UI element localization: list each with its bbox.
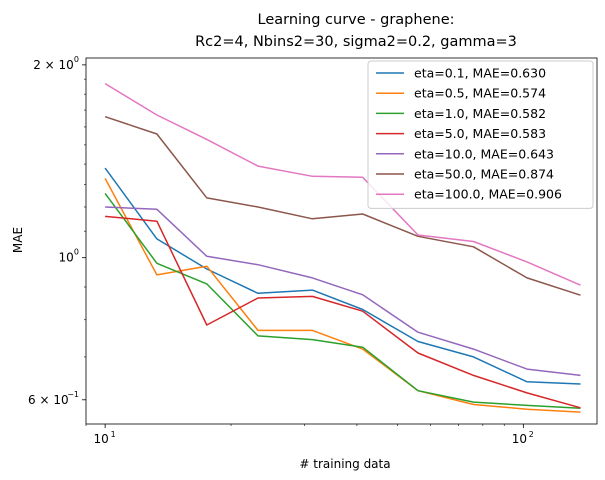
- x-tick-label: 10: [512, 432, 527, 446]
- series-line-3: [105, 215, 581, 409]
- series-line-1: [104, 178, 581, 413]
- legend-label-3: eta=5.0, MAE=0.583: [414, 126, 546, 141]
- legend-label-4: eta=10.0, MAE=0.643: [414, 146, 554, 161]
- x-axis-label: # training data: [299, 457, 390, 471]
- axes-frame: [85, 57, 598, 425]
- legend-label-5: eta=50.0, MAE=0.874: [414, 167, 554, 182]
- x-tick-exponent: 2: [529, 430, 534, 439]
- legend-label-1: eta=0.5, MAE=0.574: [414, 86, 546, 101]
- y-tick-label: 6 × 10: [28, 393, 69, 407]
- series-line-6: [104, 82, 581, 286]
- legend-label-2: eta=1.0, MAE=0.582: [414, 106, 546, 121]
- y-axis-label: MAE: [11, 227, 25, 253]
- x-tick-exponent: 1: [111, 430, 116, 439]
- y-tick-label: 10: [59, 251, 74, 265]
- series-line-5: [104, 115, 581, 296]
- series-line-0: [104, 167, 581, 385]
- x-tick-label: 10: [93, 432, 108, 446]
- y-tick-exponent: 0: [74, 55, 79, 64]
- chart-title-line2: Rc2=4, Nbins2=30, sigma2=0.2, gamma=3: [195, 34, 517, 50]
- y-tick-label: 2 × 10: [33, 58, 74, 72]
- legend-box: [367, 60, 594, 209]
- series-line-4: [105, 206, 581, 377]
- y-tick-exponent: −1: [67, 390, 79, 399]
- legend-label-6: eta=100.0, MAE=0.906: [414, 187, 562, 202]
- legend-label-0: eta=0.1, MAE=0.630: [414, 66, 546, 81]
- chart-title-line1: Learning curve - graphene:: [258, 12, 455, 28]
- y-tick-exponent: 0: [74, 248, 79, 257]
